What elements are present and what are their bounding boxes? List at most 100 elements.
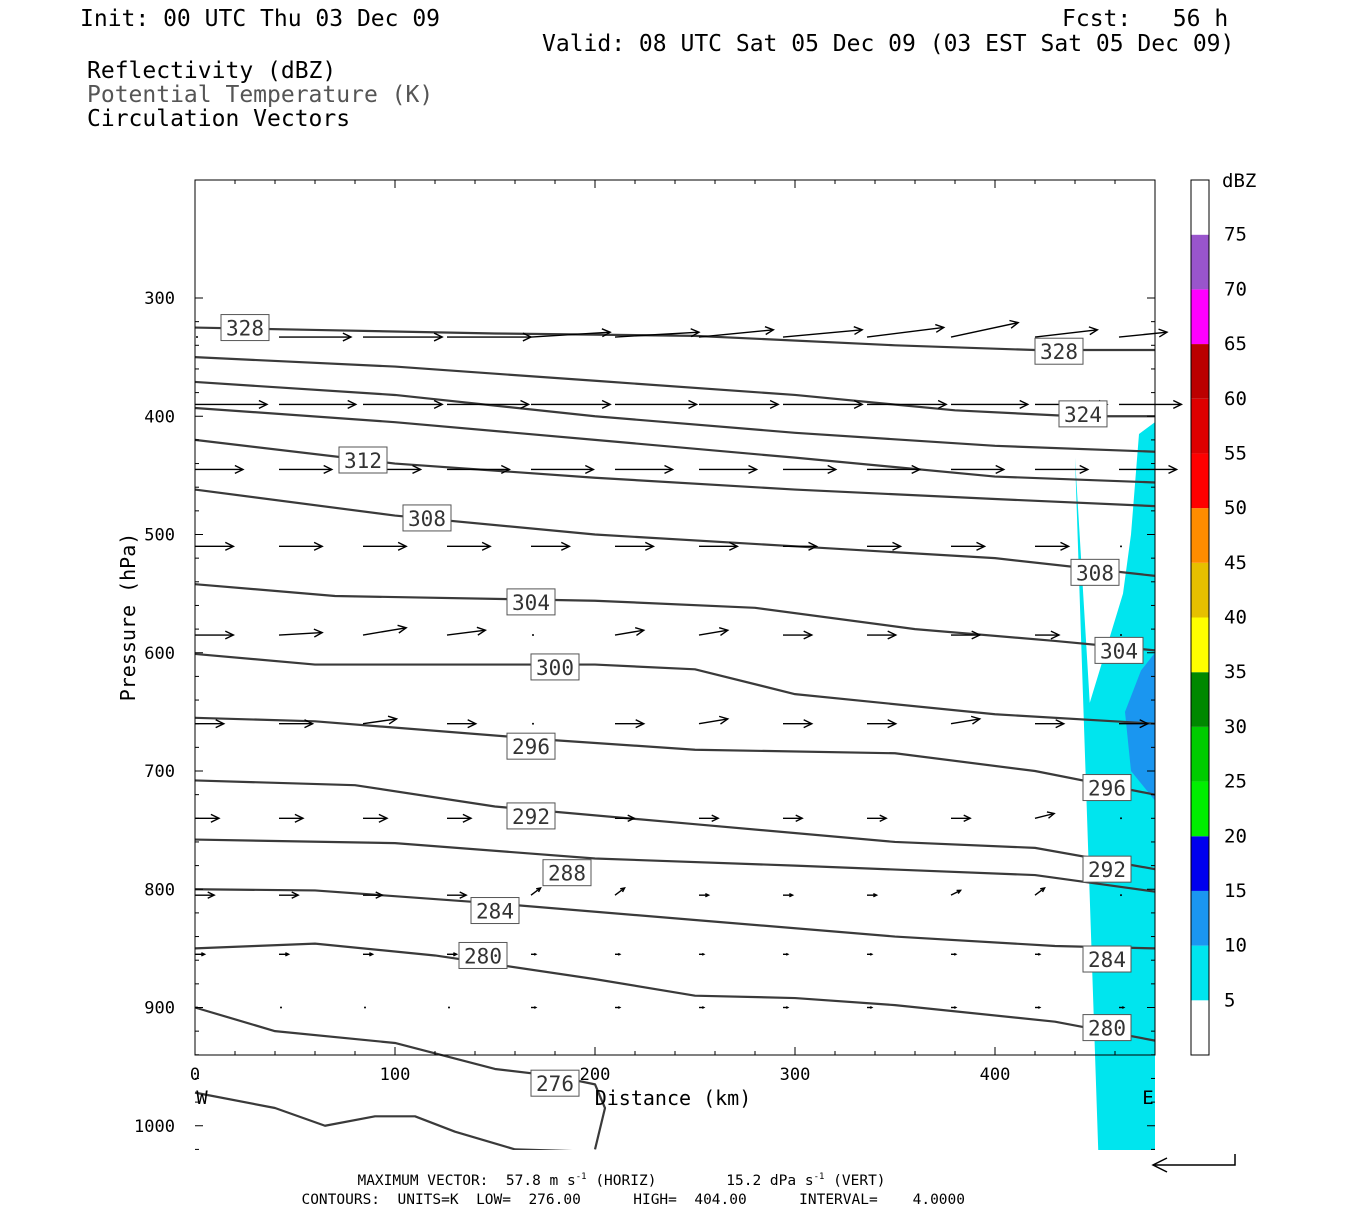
- contour-label: 284: [1088, 948, 1126, 972]
- vector-head: [711, 814, 720, 823]
- colorbar-frame: [1190, 179, 1210, 1056]
- vector-head: [323, 464, 334, 475]
- theta-contour-288: [194, 838, 1156, 893]
- contour-label-box: [506, 802, 556, 830]
- vector-shaft: [1034, 887, 1046, 896]
- vector-head: [520, 399, 531, 409]
- theta-contour-296: [194, 716, 1156, 796]
- vector-head: [1040, 886, 1046, 893]
- vector-head: [785, 952, 790, 956]
- contour-label-box: [458, 941, 508, 969]
- x-tick-label: 200: [580, 1065, 611, 1085]
- vector-head: [769, 399, 780, 409]
- contour-label-box: [470, 897, 520, 925]
- theta-contour-272: [194, 1091, 573, 1150]
- contour-labels: 328 328 324 312 308 308 304 304 300 296 296 292 292 2…: [220, 314, 1144, 1097]
- vector-dot: [532, 722, 534, 725]
- vector-shaft: [530, 331, 611, 338]
- vector-head: [1055, 719, 1066, 729]
- y-axis-label: Pressure (hPa): [116, 533, 140, 702]
- colorbar-label: 55: [1224, 442, 1247, 464]
- field-reflectivity: Reflectivity (dBZ): [87, 58, 337, 84]
- field-circulation-vectors: Circulation Vectors: [87, 106, 351, 132]
- contour-label-box: [1082, 945, 1132, 973]
- y-tick-label: 400: [144, 407, 175, 427]
- vector-head: [953, 1006, 958, 1009]
- plot-frame: [194, 179, 1156, 1056]
- contour-label: 280: [464, 944, 502, 968]
- vector-head: [664, 464, 675, 475]
- vector-shaft: [278, 631, 323, 636]
- colorbar-label: 15: [1224, 880, 1247, 902]
- contour-label-box: [1094, 636, 1144, 664]
- theta-contour-276: [194, 1006, 607, 1150]
- vector-head: [500, 464, 512, 475]
- contour-label-box: [402, 504, 452, 532]
- colorbar-label: 65: [1224, 333, 1247, 355]
- vector-head: [701, 1006, 706, 1009]
- colorbar-swatch: [1191, 726, 1209, 782]
- vector-head: [853, 326, 864, 336]
- contour-label: 296: [1088, 777, 1126, 801]
- colorbar-swatch: [1191, 562, 1209, 618]
- vector-head: [705, 892, 711, 898]
- contour-label-box: [1082, 855, 1132, 883]
- vector-dot: [532, 634, 534, 637]
- colorbar-label: 70: [1224, 278, 1247, 300]
- vector-head: [601, 399, 612, 409]
- colorbar-swatch: [1191, 180, 1209, 235]
- vector-dot: [1120, 817, 1122, 820]
- max-vector-vert-tag: (VERT): [833, 1172, 886, 1189]
- colorbar-label: 35: [1224, 661, 1247, 683]
- init-time: Init: 00 UTC Thu 03 Dec 09: [80, 6, 441, 32]
- vector-head: [617, 952, 622, 956]
- vector-head: [481, 541, 492, 551]
- contour-label-box: [1070, 558, 1120, 586]
- contour-label-box: [220, 314, 270, 342]
- contour-label-box: [338, 446, 388, 474]
- vector-shaft: [950, 321, 1019, 338]
- contour-label-box: [1082, 1014, 1132, 1042]
- theta-contour-324: [194, 356, 1155, 418]
- vector-head: [342, 332, 353, 342]
- vector-head: [963, 814, 972, 823]
- x-tick-label: 0: [190, 1065, 200, 1085]
- vector-head: [937, 399, 948, 409]
- contour-label: 280: [1088, 1017, 1126, 1041]
- vector-head: [207, 891, 216, 899]
- vector-shaft: [1034, 329, 1098, 338]
- vector-head: [1050, 630, 1061, 640]
- vector-head: [953, 952, 958, 956]
- colorbar-label: 40: [1224, 607, 1247, 629]
- colorbar-swatch: [1191, 453, 1209, 509]
- vector-head: [635, 719, 646, 729]
- colorbar-label: 20: [1224, 825, 1247, 847]
- vector-shaft: [950, 889, 961, 896]
- colorbar-label: 5: [1224, 989, 1235, 1011]
- vector-shaft: [782, 329, 863, 338]
- vector-head: [462, 813, 473, 823]
- reference-vector: [1151, 1154, 1236, 1173]
- vector-shaft: [530, 887, 542, 896]
- vector-head: [1037, 952, 1042, 956]
- vector-head: [533, 1006, 538, 1009]
- vector-head: [869, 952, 874, 956]
- vector-shaft: [950, 718, 980, 725]
- x-tick-label: 400: [980, 1065, 1011, 1085]
- max-vector-horiz-exp: -1: [575, 1171, 587, 1182]
- theta-contour-328: [194, 326, 1155, 352]
- vector-head: [1121, 1006, 1126, 1009]
- vector-head: [1079, 464, 1090, 475]
- vector-head: [718, 627, 730, 636]
- colorbar-unit: dBZ: [1222, 170, 1256, 192]
- contour-label-box: [530, 1069, 580, 1097]
- cross-section-chart: 3283283243123083083043043002962962922922…: [116, 170, 1256, 1150]
- theta-contour-304: [194, 583, 1156, 652]
- vector-head: [459, 891, 468, 899]
- vector-head: [995, 464, 1006, 475]
- vector-head: [294, 813, 305, 823]
- colorbar-swatch: [1191, 508, 1209, 563]
- vector-dot: [196, 336, 198, 339]
- vector-head: [627, 814, 636, 823]
- vector-head: [688, 399, 699, 409]
